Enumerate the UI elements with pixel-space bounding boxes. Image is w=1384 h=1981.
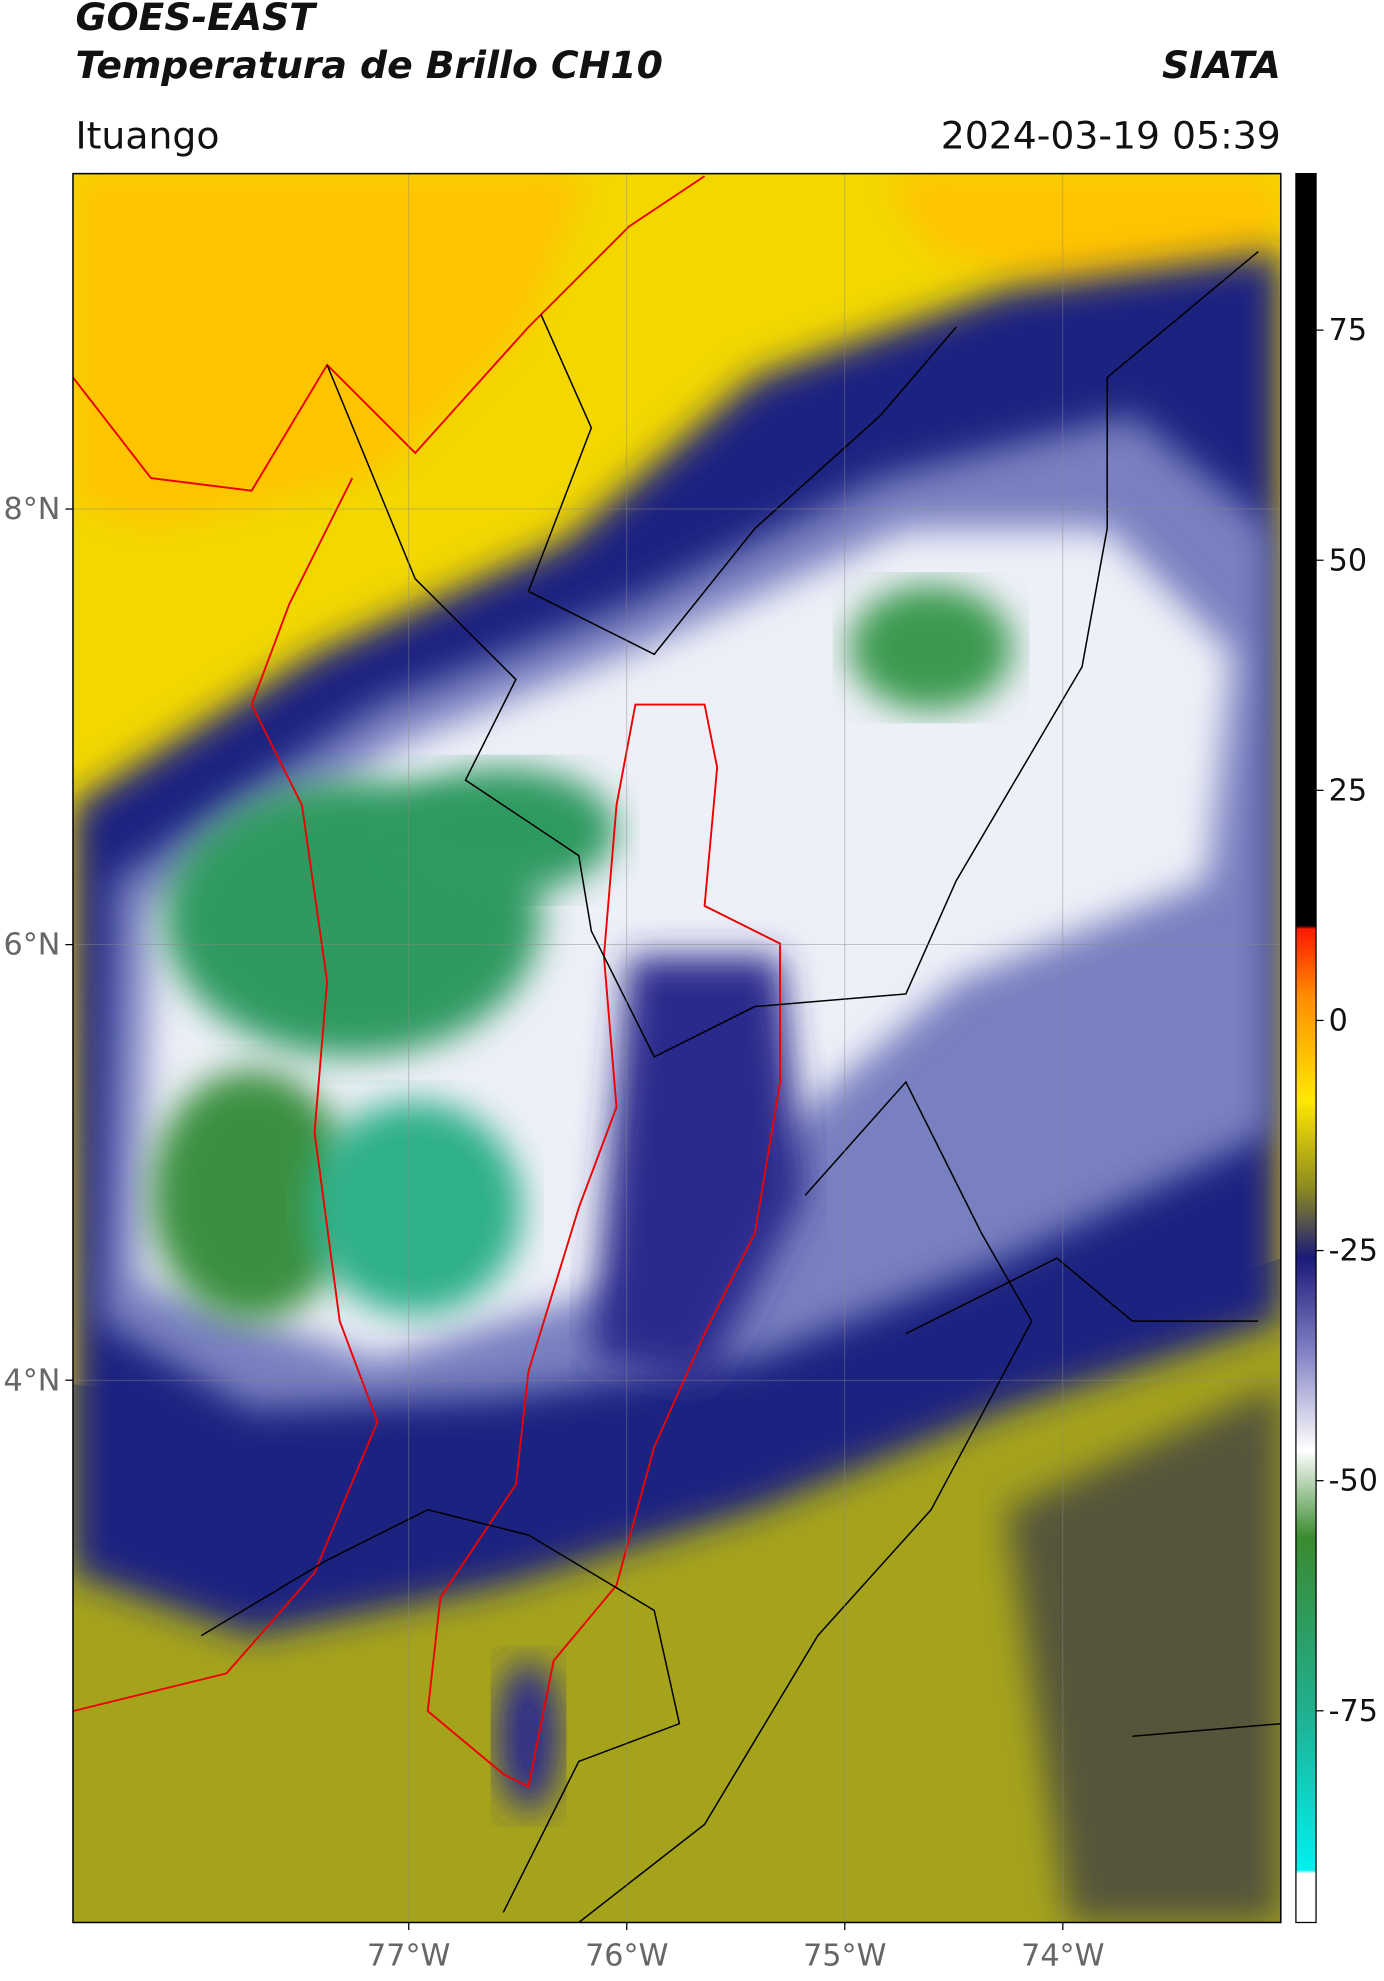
title: GOES-EAST: [75, 0, 318, 39]
colorbar: [1295, 172, 1317, 1924]
colorbar-tick-label: 0: [1329, 1004, 1348, 1039]
colorbar-tick-label: -25: [1329, 1234, 1378, 1269]
lon-tick-label: 76°W: [585, 1938, 668, 1973]
lat-tick-label: 8°N: [4, 492, 61, 527]
colorbar-tick-label: -50: [1329, 1464, 1378, 1499]
colorbar-tick-label: 75: [1329, 313, 1367, 348]
datetime: 2024-03-19 05:39: [941, 113, 1281, 157]
lon-tick-label: 77°W: [367, 1938, 450, 1973]
subtitle: Temperatura de Brillo CH10: [75, 43, 662, 87]
grid: [72, 173, 1281, 1923]
lat-tick-label: 6°N: [4, 928, 61, 963]
colorbar-tick-label: 25: [1329, 773, 1367, 808]
map-frame: [72, 172, 1282, 1924]
colorbar-tick-label: -75: [1329, 1694, 1378, 1729]
satellite-image: [72, 173, 1281, 1923]
lat-tick-label: 4°N: [4, 1363, 61, 1398]
lon-tick-label: 74°W: [1021, 1938, 1104, 1973]
organization: SIATA: [1162, 43, 1281, 87]
colorbar-tick-label: 50: [1329, 543, 1367, 578]
lon-tick-label: 75°W: [803, 1938, 886, 1973]
location: Ituango: [75, 113, 219, 157]
